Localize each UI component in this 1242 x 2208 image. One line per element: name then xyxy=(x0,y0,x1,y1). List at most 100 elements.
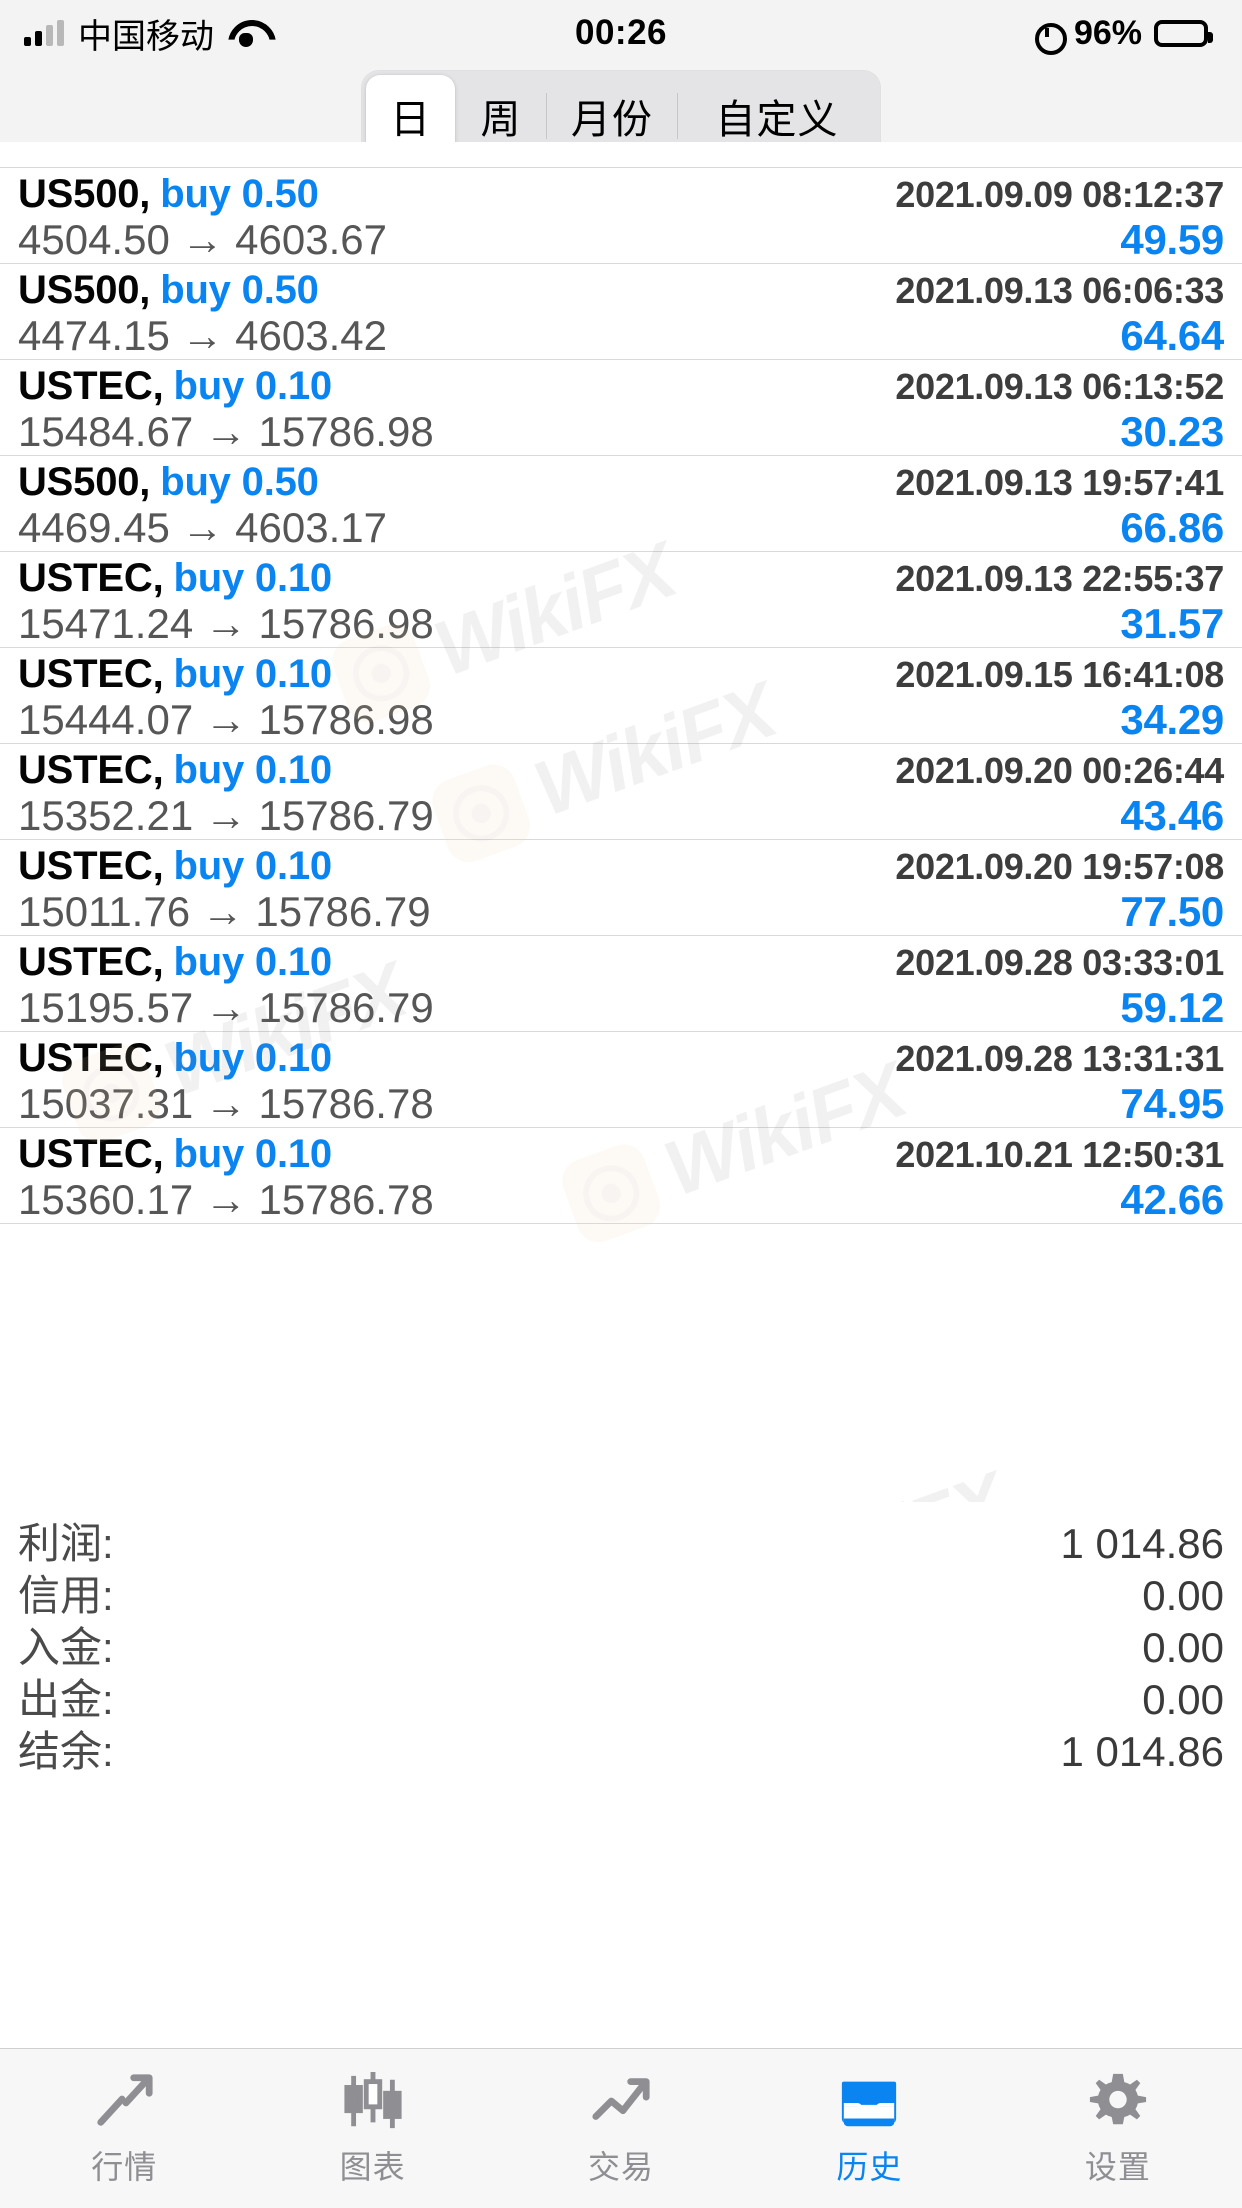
deal-profit: 34.29 xyxy=(1120,696,1224,743)
deal-time: 2021.09.09 08:12:37 xyxy=(895,174,1224,215)
table-row[interactable]: USTEC, buy 0.10 2021.09.20 19:57:08 15011.7… xyxy=(0,840,1242,936)
deal-prices: 15360.17 → 15786.78 xyxy=(18,1176,434,1223)
table-row[interactable]: USTEC, buy 0.10 2021.09.13 06:13:52 15484.6… xyxy=(0,360,1242,456)
summary-row: 结余: 1 014.86 xyxy=(18,1718,1224,1775)
segment-divider xyxy=(677,93,679,139)
table-row[interactable]: USTEC, buy 0.10 2021.09.28 03:33:01 15195.5… xyxy=(0,936,1242,1032)
deal-time: 2021.09.20 19:57:08 xyxy=(895,846,1224,887)
period-segmented-control[interactable]: 日 周 月份 自定义 xyxy=(361,70,881,162)
status-time: 00:26 xyxy=(574,13,668,52)
tab-settings[interactable]: 设置 xyxy=(994,2049,1242,2208)
summary-row: 入金: 0.00 xyxy=(18,1614,1224,1671)
tab-label: 交易 xyxy=(588,2148,655,2185)
summary-value: 0.00 xyxy=(1142,1624,1224,1671)
candlestick-icon xyxy=(342,2070,404,2132)
spacer xyxy=(0,1770,1242,2048)
chart-arrow-icon xyxy=(590,2070,652,2132)
status-bar-left: 中国移动 xyxy=(24,9,264,58)
table-row[interactable]: USTEC, buy 0.10 2021.09.13 22:55:37 15471.2… xyxy=(0,552,1242,648)
summary-value: 1 014.86 xyxy=(1060,1728,1225,1775)
deal-symbol: US500, xyxy=(18,460,151,504)
deal-symbol: US500, xyxy=(18,172,151,216)
deal-profit: 31.57 xyxy=(1120,600,1224,647)
bottom-tab-bar[interactable]: 行情 图表 xyxy=(0,2048,1242,2208)
deal-side-volume: buy 0.50 xyxy=(160,172,319,216)
deal-time: 2021.09.15 16:41:08 xyxy=(895,654,1224,695)
summary-label: 入金: xyxy=(18,1624,114,1671)
deal-prices: 4474.15 → 4603.42 xyxy=(18,312,387,359)
deal-time: 2021.09.13 06:06:33 xyxy=(895,270,1224,311)
deal-prices: 4504.50 → 4603.67 xyxy=(18,216,387,263)
alarm-clock-icon xyxy=(1032,18,1067,55)
deal-prices: 15444.07 → 15786.98 xyxy=(18,696,434,743)
deal-side-volume: buy 0.10 xyxy=(173,1132,332,1176)
wifi-icon xyxy=(228,20,264,47)
deal-prices: 15471.24 → 15786.98 xyxy=(18,600,434,647)
deal-time: 2021.09.13 06:13:52 xyxy=(895,366,1224,407)
segment-option-week[interactable]: 周 xyxy=(480,98,522,142)
deal-prices: 15011.76 → 15786.79 xyxy=(18,888,431,935)
tab-charts[interactable]: 图表 xyxy=(248,2049,496,2208)
inbox-icon xyxy=(838,2070,900,2132)
deal-symbol: US500, xyxy=(18,268,151,312)
table-row[interactable]: US500, buy 0.50 2021.09.13 19:57:41 4469.45… xyxy=(0,456,1242,552)
table-row[interactable]: USTEC, buy 0.10 2021.09.28 13:31:31 15037.3… xyxy=(0,1032,1242,1128)
summary-row: 信用: 0.00 xyxy=(18,1562,1224,1619)
summary-row: 利润: 1 014.86 xyxy=(18,1510,1224,1567)
deal-profit: 30.23 xyxy=(1120,408,1224,455)
summary-label: 结余: xyxy=(18,1728,114,1775)
deal-profit: 43.46 xyxy=(1120,792,1224,839)
account-summary: 利润: 1 014.86 信用: 0.00 入金: 0.00 出金: 0.00 结余: 1 014… xyxy=(0,1502,1242,1775)
history-deal-list[interactable]: 15620.00 49.74 US500,buy 0.502021.09.09 … xyxy=(0,142,1242,1502)
deal-side-volume: buy 0.10 xyxy=(173,748,332,792)
deal-prices: 4469.45 → 4603.17 xyxy=(18,504,387,551)
deal-side-volume: buy 0.10 xyxy=(173,940,332,984)
deal-symbol: USTEC, xyxy=(18,364,164,408)
summary-row: 出金: 0.00 xyxy=(18,1666,1224,1723)
tab-trade[interactable]: 交易 xyxy=(497,2049,745,2208)
partial-row-top[interactable]: 15620.00 49.74 xyxy=(0,142,1242,168)
gear-icon xyxy=(1087,2070,1149,2132)
deal-symbol: USTEC, xyxy=(18,556,164,600)
deal-symbol: USTEC, xyxy=(18,844,164,888)
signal-bars-icon xyxy=(24,20,64,46)
table-row[interactable]: US500, buy 0.50 2021.09.09 08:12:37 4504.50… xyxy=(0,168,1242,264)
deal-profit: 74.95 xyxy=(1120,1080,1224,1127)
deal-symbol: USTEC, xyxy=(18,748,164,792)
deal-side-volume: buy 0.10 xyxy=(173,844,332,888)
tab-quotes[interactable]: 行情 xyxy=(0,2049,248,2208)
segment-option-month[interactable]: 月份 xyxy=(570,98,653,142)
deal-side-volume: buy 0.10 xyxy=(173,652,332,696)
table-row[interactable]: USTEC, buy 0.10 2021.10.21 12:50:31 15360.1… xyxy=(0,1128,1242,1224)
deal-time: 2021.09.13 19:57:41 xyxy=(895,462,1224,503)
table-row[interactable]: US500, buy 0.50 2021.09.13 06:06:33 4474.15… xyxy=(0,264,1242,360)
summary-label: 出金: xyxy=(18,1676,114,1723)
summary-label: 信用: xyxy=(18,1572,114,1619)
deal-symbol: USTEC, xyxy=(18,1036,164,1080)
summary-value: 0.00 xyxy=(1142,1676,1224,1723)
deal-side-volume: buy 0.50 xyxy=(160,268,319,312)
deal-prices: 15195.57 → 15786.79 xyxy=(18,984,434,1031)
deal-time: 2021.09.20 00:26:44 xyxy=(895,750,1224,791)
deal-time: 2021.09.28 03:33:01 xyxy=(895,942,1224,983)
deal-time: 2021.10.21 12:50:31 xyxy=(895,1134,1224,1175)
battery-icon xyxy=(1154,19,1213,47)
summary-value: 1 014.86 xyxy=(1060,1520,1225,1567)
deal-profit: 42.66 xyxy=(1120,1176,1224,1223)
deal-time: 2021.09.28 13:31:31 xyxy=(895,1038,1224,1079)
deal-symbol: USTEC, xyxy=(18,940,164,984)
table-row[interactable]: USTEC, buy 0.10 2021.09.15 16:41:08 15444.0… xyxy=(0,648,1242,744)
tab-history[interactable]: 历史 xyxy=(745,2049,993,2208)
deal-profit: 59.12 xyxy=(1120,984,1224,1031)
tab-label: 设置 xyxy=(1084,2148,1151,2185)
table-row[interactable]: USTEC, buy 0.10 2021.09.20 00:26:44 15352.2… xyxy=(0,744,1242,840)
deal-prices: 15352.21 → 15786.79 xyxy=(18,792,434,839)
deal-prices: 15484.67 → 15786.98 xyxy=(18,408,434,455)
deal-symbol: USTEC, xyxy=(18,652,164,696)
deal-side-volume: buy 0.10 xyxy=(173,556,332,600)
segment-option-custom[interactable]: 自定义 xyxy=(715,98,839,142)
period-filter-bar: 日 周 月份 自定义 xyxy=(0,66,1242,162)
watermark-text: WikiFX xyxy=(753,1455,1017,1502)
summary-value: 0.00 xyxy=(1142,1572,1224,1619)
